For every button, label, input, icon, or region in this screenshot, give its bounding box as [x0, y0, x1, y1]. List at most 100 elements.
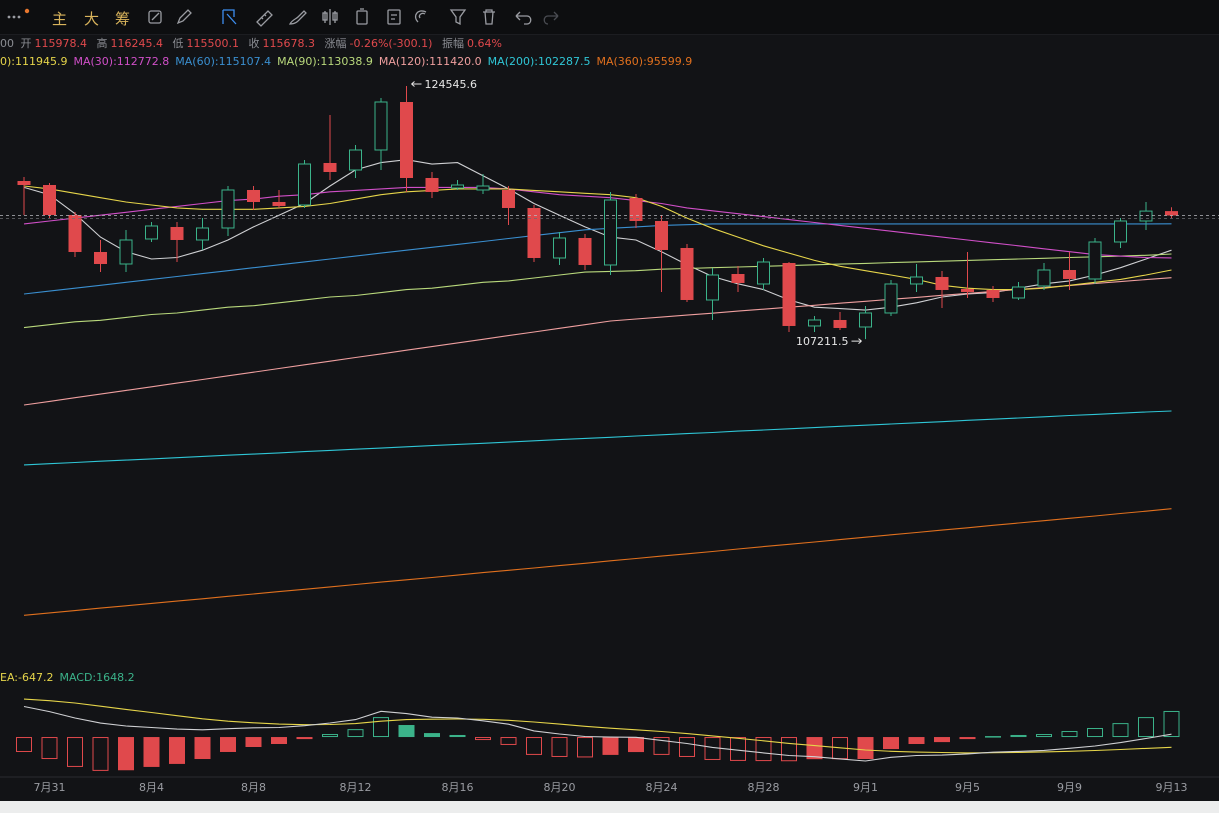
- candle: [476, 174, 490, 194]
- macd-bar: [602, 737, 619, 755]
- toolbar-button[interactable]: 主: [52, 10, 68, 28]
- icon-undo[interactable]: [515, 11, 532, 25]
- candle: [221, 185, 235, 236]
- arrow: [851, 338, 862, 345]
- toolbar-button[interactable]: 筹: [115, 10, 131, 28]
- candle-body: [833, 319, 847, 328]
- macd-bar: [118, 737, 134, 771]
- legend-entry: EA:-647.2: [0, 671, 54, 684]
- candle: [1139, 201, 1153, 230]
- macd-bar: [679, 737, 695, 757]
- macd-bar: [959, 737, 976, 740]
- price-info: 00 开 115978.4 高 116245.4 低 115500.1 收 115678…: [0, 37, 508, 51]
- icon-trash[interactable]: [483, 9, 495, 25]
- icon-redo[interactable]: [543, 11, 559, 25]
- x-tick-label: 8月16: [442, 781, 474, 794]
- candle: [553, 231, 566, 265]
- menu-icon[interactable]: [0, 0, 150, 34]
- candle: [986, 285, 1000, 302]
- candle: [145, 221, 158, 242]
- macd-bar: [169, 737, 185, 764]
- candle: [833, 311, 847, 330]
- toolbar: 主 大 筹: [0, 0, 1219, 35]
- legend-entry: MA(360):95599.9: [596, 55, 693, 68]
- candle-body: [884, 283, 898, 314]
- macd-bar: [551, 737, 568, 757]
- candle-body: [1139, 210, 1153, 222]
- icon-draw[interactable]: [222, 9, 237, 25]
- candle: [1114, 217, 1127, 248]
- macd-bar: [934, 737, 950, 743]
- icon-magnet[interactable]: [414, 10, 427, 23]
- icon-brush[interactable]: [288, 10, 307, 25]
- legend: EA:-647.2 MACD:1648.2: [0, 671, 141, 685]
- icon-bars[interactable]: [322, 9, 338, 25]
- candle-body: [221, 189, 235, 229]
- macd-bar: [653, 737, 670, 755]
- candle-body: [655, 220, 668, 250]
- legend-entry: MA(30):112772.8: [73, 55, 170, 68]
- candle-body: [94, 251, 107, 264]
- change-label: 涨幅: [324, 37, 347, 50]
- candle: [272, 189, 286, 208]
- bottom-band: [0, 801, 1219, 813]
- x-tick-label: 9月13: [1156, 781, 1188, 794]
- candle-body: [1114, 220, 1127, 243]
- candle-body: [935, 276, 949, 290]
- macd-bar: [1061, 731, 1078, 738]
- macd-bar: [347, 729, 364, 738]
- macd-bar: [194, 737, 211, 760]
- candle: [1037, 262, 1051, 290]
- icon-pen[interactable]: [176, 9, 192, 25]
- candle: [910, 263, 923, 292]
- icon-settings[interactable]: [148, 10, 162, 24]
- candle: [859, 305, 872, 340]
- candle-body: [476, 185, 490, 191]
- candle-body: [757, 261, 770, 285]
- macd-bar: [373, 717, 389, 738]
- candle-body: [1165, 211, 1178, 216]
- macd-bar: [1036, 734, 1052, 738]
- legend-entry: MA(200):102287.5: [487, 55, 591, 68]
- low-value: 115500.1: [186, 37, 240, 50]
- candle-body: [502, 189, 515, 208]
- tool-icons: [148, 8, 559, 27]
- x-tick-label: 8月4: [139, 781, 164, 794]
- candle: [247, 185, 260, 210]
- macd-bar: [500, 737, 517, 745]
- x-tick-label: 8月20: [544, 781, 576, 794]
- macd-bar: [781, 737, 797, 762]
- candle: [1063, 251, 1076, 290]
- macd-bar: [1010, 734, 1027, 738]
- icon-filter[interactable]: [449, 9, 467, 26]
- macd-bar: [449, 734, 466, 738]
- candle: [731, 265, 745, 292]
- candle-body: [578, 237, 592, 265]
- toolbar-button[interactable]: 大: [84, 10, 100, 28]
- legend-entry: MA(90):113038.9: [277, 55, 373, 68]
- candle-body: [43, 184, 56, 215]
- macd-bar: [271, 737, 287, 744]
- high-value: 116245.4: [110, 37, 164, 50]
- ma-line: [23, 253, 1172, 329]
- icon-note[interactable]: [387, 9, 401, 25]
- legend: 0):111945.9 MA(30):112772.8 MA(60):115107.…: [0, 55, 698, 69]
- candle: [604, 191, 617, 275]
- candle-body: [247, 189, 260, 202]
- low-label: 低: [172, 37, 184, 50]
- macd-bar: [526, 737, 542, 755]
- macd-bar: [908, 737, 925, 744]
- candle: [655, 214, 668, 292]
- icon-clip[interactable]: [356, 8, 368, 25]
- icon-ruler[interactable]: [256, 10, 273, 27]
- candle-body: [731, 273, 745, 283]
- candle: [757, 257, 770, 290]
- close-value: 115678.3: [262, 37, 316, 50]
- open-value: 115978.4: [34, 37, 88, 50]
- x-tick-label: 8月24: [646, 781, 678, 794]
- high-label: 124545.6: [425, 78, 478, 91]
- candle: [17, 176, 31, 215]
- candle: [680, 243, 694, 302]
